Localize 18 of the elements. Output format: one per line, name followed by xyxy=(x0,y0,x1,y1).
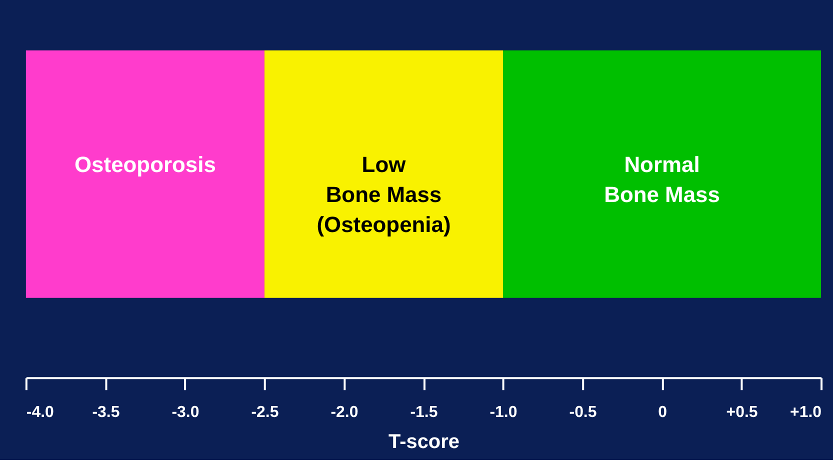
x-tick-label: -3.0 xyxy=(172,404,200,422)
x-axis-title: T-score xyxy=(388,430,460,453)
x-tick-label: +1.0 xyxy=(790,404,822,422)
x-tick-label: -2.5 xyxy=(251,404,279,422)
x-tick-label: -0.5 xyxy=(569,404,597,422)
series-label: Osteoporosis xyxy=(74,152,216,178)
series-label: Low Bone Mass (Osteopenia) xyxy=(316,152,451,237)
x-tick-label: +0.5 xyxy=(726,404,758,422)
x-tick-label: -1.0 xyxy=(490,404,518,422)
bar xyxy=(502,50,822,298)
series-label: Normal Bone Mass xyxy=(604,152,720,208)
bar xyxy=(264,50,503,298)
x-tick-label: -4.0 xyxy=(26,404,54,422)
x-tick-label: -1.5 xyxy=(410,404,438,422)
x-tick-label: -3.5 xyxy=(92,404,120,422)
bar xyxy=(26,50,264,298)
x-tick-label: 0 xyxy=(658,404,668,422)
x-tick-label: -2.0 xyxy=(330,404,358,422)
